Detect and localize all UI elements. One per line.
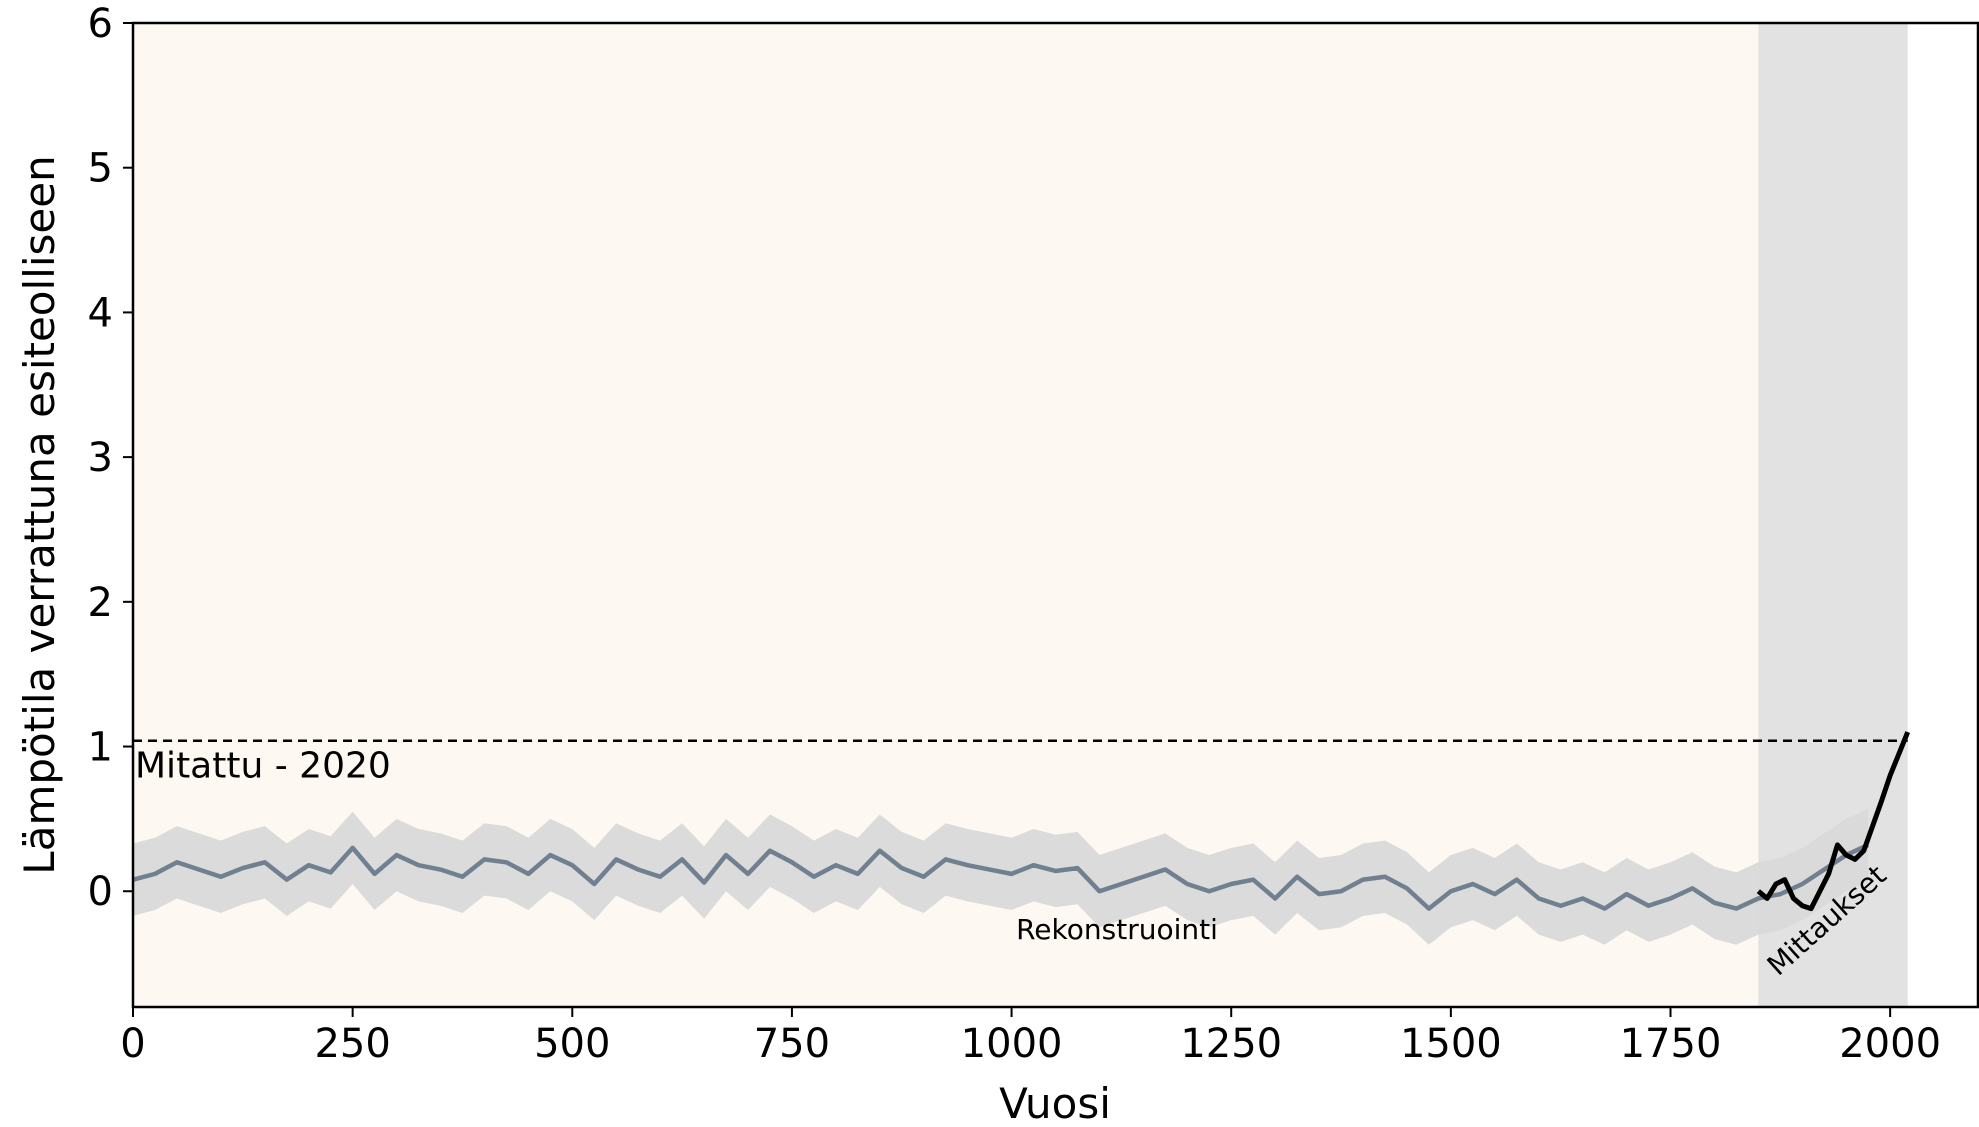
x-tick-label: 1000 — [961, 1021, 1063, 1067]
y-axis-ticks: 0 1 2 3 4 5 6 — [88, 1, 133, 915]
plot-frame — [131, 21, 1979, 1009]
y-tick-label: 1 — [88, 725, 113, 771]
y-tick-label: 2 — [88, 580, 113, 626]
annotation-0: Rekonstruointi — [1016, 913, 1218, 946]
y-tick-label: 4 — [88, 290, 113, 336]
series-line-1 — [1756, 731, 1911, 912]
series-band-0 — [133, 808, 1869, 945]
series-line-0 — [132, 842, 1870, 911]
y-tick-label: 5 — [88, 146, 113, 192]
x-tick-label: 500 — [534, 1021, 610, 1067]
x-tick-label: 2000 — [1839, 1021, 1941, 1067]
x-tick-label: 1250 — [1180, 1021, 1282, 1067]
x-tick-label: 250 — [314, 1021, 390, 1067]
x-tick-label: 0 — [120, 1021, 145, 1067]
x-tick-label: 1750 — [1620, 1021, 1722, 1067]
x-axis-label: Vuosi — [999, 1079, 1111, 1127]
x-axis-ticks: 0 250 500 750 1000 1250 1500 1750 2000 — [120, 1007, 1941, 1067]
uncertainty-bands — [133, 808, 1869, 945]
reference-line-label: Mitattu - 2020 — [135, 746, 391, 787]
series-lines — [132, 731, 1911, 912]
y-tick-label: 3 — [88, 435, 113, 481]
x-tick-label: 1500 — [1400, 1021, 1502, 1067]
y-tick-label: 0 — [88, 869, 113, 915]
reference-line-group: Mitattu - 2020 — [133, 739, 1908, 787]
y-axis-label: Lämpötila verrattuna esiteolliseen — [15, 155, 64, 874]
y-tick-label: 6 — [88, 1, 113, 47]
x-tick-label: 750 — [754, 1021, 830, 1067]
